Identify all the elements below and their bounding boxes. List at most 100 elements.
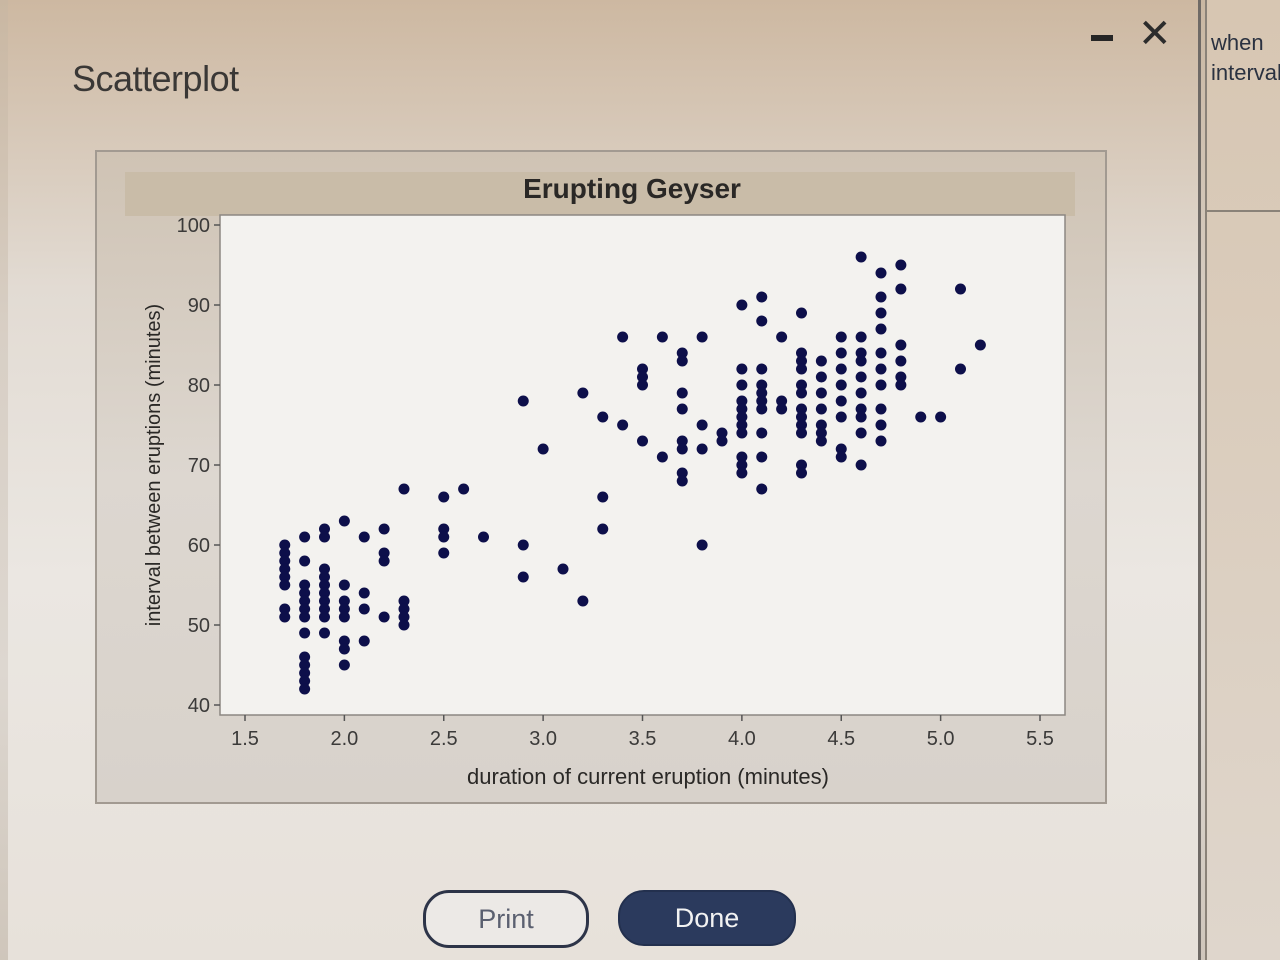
x-tick-label: 1.5 [231,728,259,750]
scatter-point [517,539,529,551]
scatter-point [279,571,291,583]
scatter-point [875,435,887,447]
scatter-point [796,403,807,415]
scatter-point [736,395,748,407]
scatter-point [815,371,827,383]
x-axis: 1.5 2.0 2.5 3.0 3.5 4.0 4.5 5.0 5.5 [231,715,1054,750]
scatter-point [855,371,867,383]
scatter-point [855,387,867,399]
scatter-point [637,379,648,391]
scatter-point [835,395,847,407]
scatter-point [338,579,350,591]
scatter-point [736,451,748,463]
side-text-line-2: interval [1211,60,1280,85]
scatter-point [736,299,748,311]
scatter-point [338,515,350,527]
scatter-point [736,467,748,479]
x-tick-label: 3.0 [529,728,557,750]
scatter-point [676,403,688,415]
scatter-point [577,595,589,607]
scatter-point [835,451,847,463]
close-icon[interactable]: ✕ [1138,12,1172,56]
scatter-point [875,291,887,303]
scatter-point [299,603,311,615]
scatter-point [319,571,330,583]
scatter-point [855,251,867,263]
print-button[interactable]: Print [423,890,589,948]
scatter-point [855,411,867,423]
scatter-point [676,387,688,399]
scatter-point [796,419,807,431]
x-tick-label: 3.5 [629,728,657,750]
scatter-point [637,363,648,375]
scatter-point [458,483,470,495]
scatter-point [796,355,807,367]
scatter-point [835,331,847,343]
scatter-point [338,595,350,607]
scatter-point [736,459,748,471]
scatter-point [319,531,330,543]
scatter-point [815,435,827,447]
scatter-point [835,363,847,375]
scatter-point [796,467,807,479]
scatter-point [338,611,350,623]
scatter-point [895,259,907,271]
scatter-point [895,355,907,367]
scatter-point [855,427,867,439]
scatter-point [517,395,529,407]
scatter-point [895,379,907,391]
scatter-point [319,627,330,639]
scatter-point [756,483,768,495]
scatter-point [756,315,768,327]
scatter-point [736,411,748,423]
scatter-point [815,387,827,399]
scatter-point [835,443,847,455]
scatter-point [796,427,807,439]
x-tick-label: 2.0 [330,728,358,750]
scatter-point [875,347,887,359]
scatter-point [756,387,768,399]
x-axis-label: duration of current eruption (minutes) [467,764,829,789]
scatter-point [299,579,311,591]
scatter-point [279,611,291,623]
scatter-point [299,651,311,663]
scatter-point [299,531,311,543]
scatter-point [776,403,788,415]
scatter-point [855,331,867,343]
y-tick-label: 50 [188,615,210,637]
scatter-point [875,323,887,335]
scatter-point [815,403,827,415]
scatter-point [796,459,807,471]
scatter-point [855,355,867,367]
scatter-point [736,363,748,375]
scatter-point [338,659,350,671]
scatter-point [319,563,330,575]
scatter-point [855,459,867,471]
scatter-point [656,451,668,463]
scatter-point [676,475,688,487]
scatter-point [875,419,887,431]
scatter-point [358,603,370,615]
scatter-point [855,403,867,415]
chart-title: Erupting Geyser [523,173,741,204]
minimize-icon[interactable] [1088,28,1116,48]
scatter-point [319,603,330,615]
scatter-point [756,363,768,375]
data-points [279,251,986,695]
scatter-point [398,611,410,623]
done-button[interactable]: Done [618,890,796,946]
scatter-point [597,491,609,503]
scatter-point [835,379,847,391]
scatter-point [438,491,450,503]
scatter-point [875,379,887,391]
y-tick-label: 70 [188,455,210,477]
scatter-point [676,355,688,367]
scatter-point [398,595,410,607]
scatter-point [398,603,410,615]
y-tick-label: 80 [188,375,210,397]
scatter-point [279,555,291,567]
scatter-point [736,379,748,391]
scatter-point [756,403,768,415]
scatter-point [696,419,708,431]
